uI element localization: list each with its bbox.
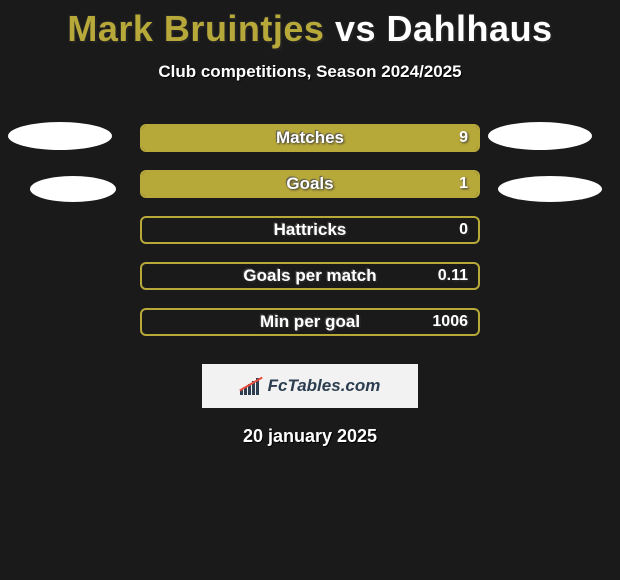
stat-row: Hattricks0: [0, 216, 620, 244]
stat-row: Goals per match0.11: [0, 262, 620, 290]
stat-bar-track: [140, 124, 480, 152]
decor-ellipse: [30, 176, 116, 202]
fctables-logo: FcTables.com: [202, 364, 418, 408]
stat-bar-track: [140, 308, 480, 336]
logo-text: FcTables.com: [268, 376, 381, 396]
comparison-title: Mark Bruintjes vs Dahlhaus: [0, 0, 620, 50]
stat-value-right: 0: [459, 216, 468, 244]
stat-bar-track: [140, 216, 480, 244]
player1-name: Mark Bruintjes: [67, 8, 324, 49]
stat-value-right: 1: [459, 170, 468, 198]
competition-subtitle: Club competitions, Season 2024/2025: [0, 62, 620, 82]
logo-chart-icon: [240, 377, 262, 395]
stat-bar-fill-right: [142, 126, 478, 150]
stat-value-right: 1006: [432, 308, 468, 336]
decor-ellipse: [488, 122, 592, 150]
stat-row: Min per goal1006: [0, 308, 620, 336]
vs-text: vs: [335, 8, 376, 49]
snapshot-date: 20 january 2025: [0, 426, 620, 447]
decor-ellipse: [498, 176, 602, 202]
stat-value-right: 9: [459, 124, 468, 152]
decor-ellipse: [8, 122, 112, 150]
stat-bar-track: [140, 170, 480, 198]
stat-value-right: 0.11: [438, 262, 468, 290]
stats-container: Matches9Goals1Hattricks0Goals per match0…: [0, 124, 620, 336]
stat-bar-fill-right: [142, 172, 478, 196]
player2-name: Dahlhaus: [387, 8, 553, 49]
stat-bar-track: [140, 262, 480, 290]
